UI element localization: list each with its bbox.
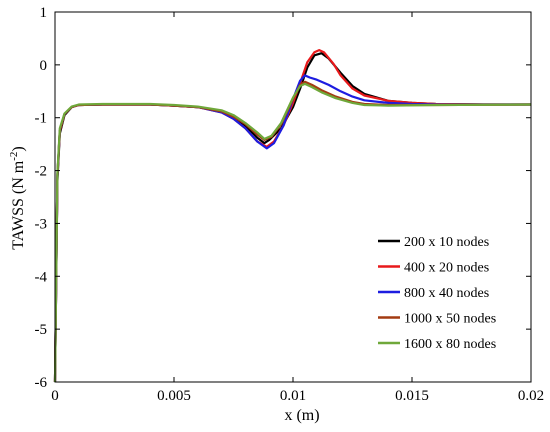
legend-label: 1000 x 50 nodes bbox=[404, 312, 496, 327]
legend-label: 800 x 40 nodes bbox=[404, 286, 489, 301]
x-tick-label: 0.015 bbox=[395, 388, 429, 404]
legend-label: 1600 x 80 nodes bbox=[404, 337, 496, 352]
y-tick-label: -3 bbox=[35, 216, 48, 232]
x-tick-label: 0 bbox=[51, 388, 59, 404]
series-line bbox=[53, 82, 532, 383]
legend: 200 x 10 nodes 400 x 20 nodes 800 x 40 nod… bbox=[378, 235, 496, 352]
axes-box bbox=[54, 11, 532, 383]
y-tick-label: -1 bbox=[35, 111, 48, 127]
legend-label: 200 x 10 nodes bbox=[404, 235, 489, 250]
series-line bbox=[53, 74, 531, 383]
y-tick-label: -2 bbox=[35, 164, 48, 180]
y-axis-label: TAWSS (N m-2) bbox=[8, 146, 27, 250]
y-tick-label: 1 bbox=[40, 5, 48, 21]
x-axis-label: x (m) bbox=[284, 407, 319, 424]
x-tick-label: 0.02 bbox=[518, 388, 544, 404]
x-tick-label: 0.01 bbox=[280, 388, 306, 404]
y-tick-label: -5 bbox=[35, 322, 48, 338]
plot-lines bbox=[53, 49, 532, 383]
y-tick-label: 0 bbox=[40, 58, 48, 74]
y-tick-label: -4 bbox=[35, 269, 48, 285]
axis-ticks: 0 0.005 0.01 0.015 0.02 1 0 -1 -2 -3 -4 -5 -6 bbox=[35, 5, 545, 404]
x-tick-label: 0.005 bbox=[157, 388, 191, 404]
y-tick-label: -6 bbox=[35, 375, 48, 391]
legend-label: 400 x 20 nodes bbox=[404, 261, 489, 276]
